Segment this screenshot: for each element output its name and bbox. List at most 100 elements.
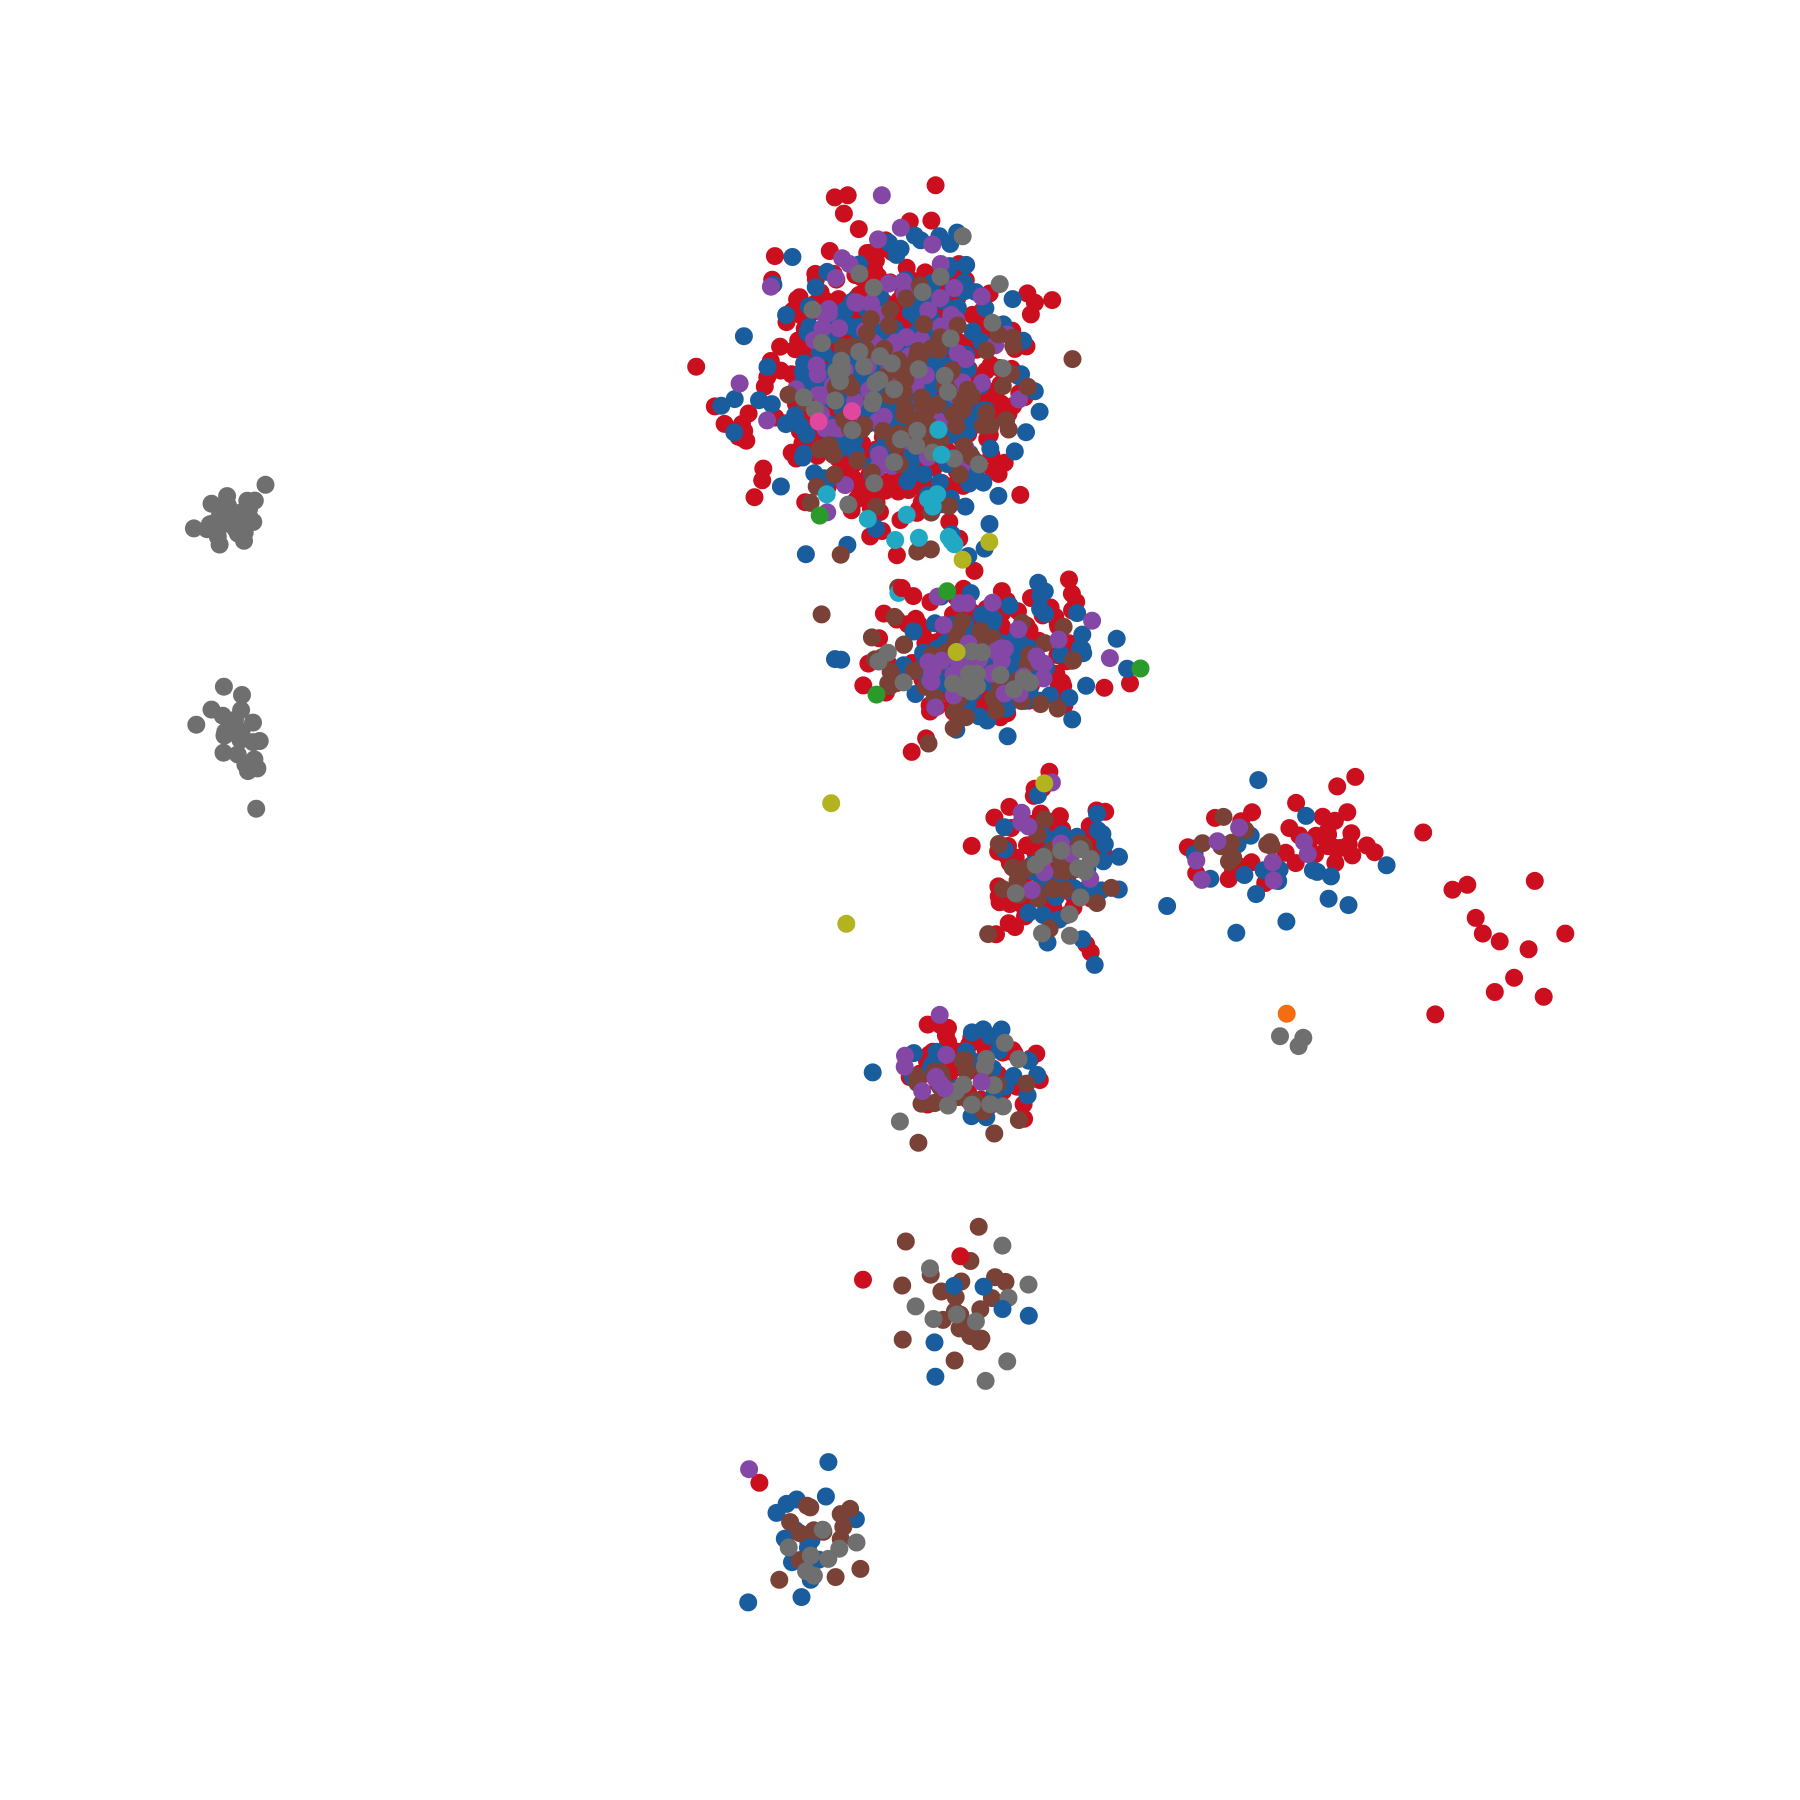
scatter-point-red bbox=[1018, 284, 1037, 303]
scatter-point-gray bbox=[1052, 841, 1071, 860]
scatter-point-purple bbox=[945, 279, 964, 298]
scatter-point-red bbox=[866, 251, 885, 270]
scatter-point-cyan bbox=[897, 505, 916, 524]
scatter-point-gray bbox=[819, 1549, 838, 1568]
scatter-point-purple bbox=[1034, 669, 1053, 688]
scatter-point-brown bbox=[1087, 894, 1106, 912]
scatter-point-blue bbox=[1031, 599, 1050, 618]
scatter-point-red bbox=[834, 204, 853, 223]
scatter-point-red bbox=[1357, 836, 1376, 855]
scatter-point-gray bbox=[962, 642, 981, 661]
scatter-point-brown bbox=[909, 1133, 928, 1152]
scatter-point-gray bbox=[801, 1546, 820, 1565]
scatter-point-brown bbox=[1018, 377, 1037, 396]
scatter-point-gray bbox=[1019, 1275, 1038, 1294]
scatter-point-purple bbox=[1027, 647, 1046, 666]
scatter-point-gray bbox=[826, 391, 845, 410]
scatter-point-brown bbox=[940, 497, 959, 516]
scatter-point-brown bbox=[950, 465, 969, 484]
scatter-point-blue bbox=[1227, 923, 1246, 942]
scatter-point-red bbox=[1021, 305, 1040, 324]
scatter-point-red bbox=[1287, 793, 1306, 812]
scatter-point-red bbox=[1473, 924, 1492, 943]
scatter-point-red bbox=[1318, 822, 1337, 841]
scatter-point-cyan bbox=[945, 535, 964, 554]
scatter-point-blue bbox=[1030, 402, 1049, 421]
scatter-point-brown bbox=[897, 289, 916, 308]
scatter-point-brown bbox=[958, 380, 977, 399]
scatter-point-blue bbox=[1089, 821, 1107, 840]
scatter-point-gray bbox=[228, 745, 247, 764]
scatter-point-red bbox=[902, 742, 921, 761]
scatter-point-purple bbox=[913, 1082, 932, 1101]
scatter-point-brown bbox=[826, 1568, 845, 1587]
scatter-point-purple bbox=[958, 594, 976, 613]
scatter-point-gray bbox=[248, 759, 267, 778]
scatter-point-green bbox=[867, 685, 886, 704]
scatter-point-cyan bbox=[817, 485, 836, 504]
scatter-point-brown bbox=[851, 1559, 870, 1578]
scatter-point-cyan bbox=[929, 420, 948, 439]
scatter-point-purple bbox=[891, 218, 910, 237]
scatter-point-gray bbox=[198, 520, 216, 539]
scatter-point-gray bbox=[216, 723, 235, 741]
scatter-point-purple bbox=[1012, 813, 1031, 832]
scatter-point-brown bbox=[944, 719, 963, 738]
scatter-point-purple bbox=[761, 277, 780, 296]
scatter-point-blue bbox=[904, 622, 923, 641]
scatter-point-blue bbox=[1000, 596, 1019, 615]
scatter-point-blue bbox=[832, 650, 851, 669]
scatter-point-cyan bbox=[858, 509, 877, 528]
scatter-point-purple bbox=[813, 319, 832, 338]
scatter-point-blue bbox=[805, 464, 824, 483]
scatter-point-red bbox=[965, 561, 984, 580]
scatter-point-purple bbox=[1187, 851, 1206, 870]
scatter-point-brown bbox=[1193, 834, 1212, 853]
scatter-point-cyan bbox=[932, 445, 951, 464]
scatter-point-blue bbox=[981, 439, 1000, 458]
scatter-point-gray bbox=[866, 373, 885, 392]
scatter-point-blue bbox=[998, 727, 1017, 746]
scatter-point-brown bbox=[1102, 878, 1121, 897]
scatter-point-blue bbox=[1034, 906, 1053, 924]
scatter-point-green bbox=[1131, 659, 1150, 678]
scatter-point-blue bbox=[1339, 896, 1358, 915]
scatter-point-red bbox=[1525, 871, 1544, 890]
scatter-point-purple bbox=[895, 1057, 914, 1076]
scatter-point-gray bbox=[1026, 855, 1045, 874]
scatter-point-purple bbox=[934, 616, 953, 635]
scatter-point-blue bbox=[980, 515, 999, 533]
scatter-point-gray bbox=[907, 436, 926, 455]
scatter-point-blue bbox=[1019, 1306, 1038, 1325]
scatter-point-blue bbox=[1322, 867, 1340, 886]
scatter-point-purple bbox=[1010, 390, 1028, 409]
scatter-point-blue bbox=[767, 1503, 786, 1522]
scatter-point-gray bbox=[214, 677, 233, 696]
scatter-point-blue bbox=[1035, 582, 1054, 601]
scatter-point-red bbox=[1466, 908, 1485, 927]
scatter-point-gray bbox=[232, 701, 251, 720]
scatter-point-brown bbox=[970, 1332, 989, 1351]
scatter-point-red bbox=[1458, 875, 1477, 894]
scatter-point-red bbox=[1338, 803, 1357, 822]
scatter-point-purple bbox=[894, 272, 913, 291]
scatter-point-gray bbox=[993, 1236, 1012, 1255]
scatter-point-brown bbox=[1035, 810, 1054, 829]
scatter-point-blue bbox=[1110, 847, 1128, 866]
scatter-point-brown bbox=[831, 545, 850, 564]
scatter-point-orange bbox=[1277, 1004, 1296, 1023]
scatter-point-brown bbox=[945, 1351, 964, 1370]
scatter-point-red bbox=[1326, 853, 1345, 872]
scatter-point-gray bbox=[850, 342, 869, 361]
scatter-point-gray bbox=[891, 430, 910, 449]
scatter-point-brown bbox=[1220, 852, 1238, 871]
scatter-point-purple bbox=[973, 373, 991, 392]
scatter-point-gray bbox=[847, 1533, 866, 1552]
scatter-point-gray bbox=[813, 1520, 832, 1539]
scatter-point-brown bbox=[779, 385, 798, 404]
scatter-point-brown bbox=[881, 300, 900, 319]
scatter-point-blue bbox=[712, 396, 731, 415]
scatter-point-brown bbox=[1031, 695, 1050, 714]
scatter-point-brown bbox=[833, 337, 852, 356]
scatter-point-blue bbox=[1235, 866, 1254, 884]
